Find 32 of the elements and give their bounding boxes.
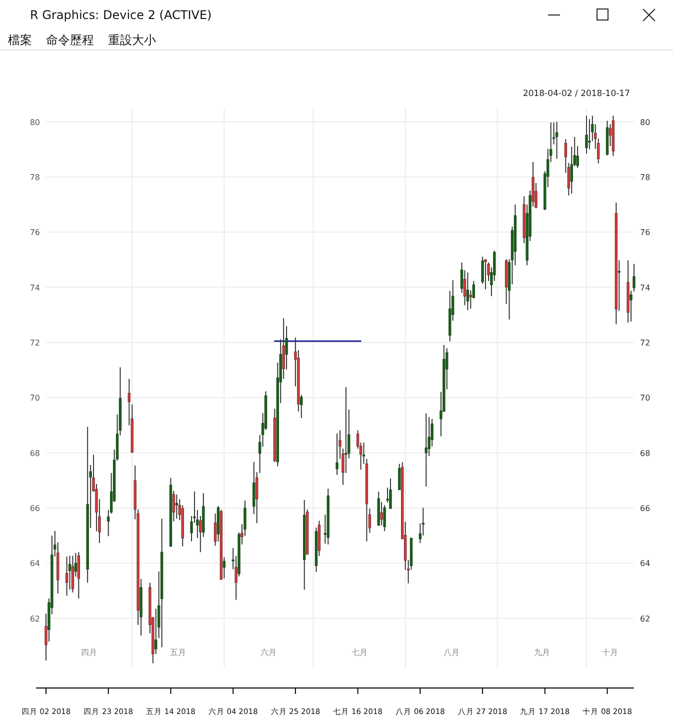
annotation: 四月 [81,648,98,657]
y2-tick-label: 80 [640,118,650,127]
text: 命令歷程 [46,33,94,47]
y2-tick-label: 68 [640,448,650,458]
y-tick-label: 80 [30,118,40,127]
y-tick-label: 66 [30,504,40,513]
y-tick-label: 64 [30,559,40,568]
annotation: 五月 [170,648,186,657]
annotation: 九月 [534,648,550,657]
y2-tick-label: 74 [640,283,650,292]
annotation: 十月 [602,648,618,657]
y-tick-label: 74 [30,283,40,292]
text: 檔案 [8,33,32,47]
y-tick-label: 70 [30,394,40,403]
annotation: 八月 [443,648,460,657]
y-tick-label: 68 [30,448,40,458]
annotation: 七月 [351,648,368,657]
chart-subtitle: 2018-04-02 / 2018-10-17 [522,89,630,99]
y-tick-label: 76 [30,228,40,238]
y-tick-label: 72 [30,338,40,348]
y2-tick-label: 72 [640,338,650,348]
y2-tick-label: 64 [640,559,650,568]
y2-tick-label: 66 [640,504,650,513]
y-tick-label: 62 [30,614,40,624]
y2-tick-label: 78 [640,172,650,182]
annotation: 六月 [260,648,277,657]
y2-tick-label: 62 [640,614,650,624]
text: 重設大小 [108,33,156,47]
y2-tick-label: 70 [640,394,650,403]
text: R Graphics: Device 2 (ACTIVE) [30,8,212,22]
y-tick-label: 78 [30,172,40,182]
y2-tick-label: 76 [640,228,650,238]
